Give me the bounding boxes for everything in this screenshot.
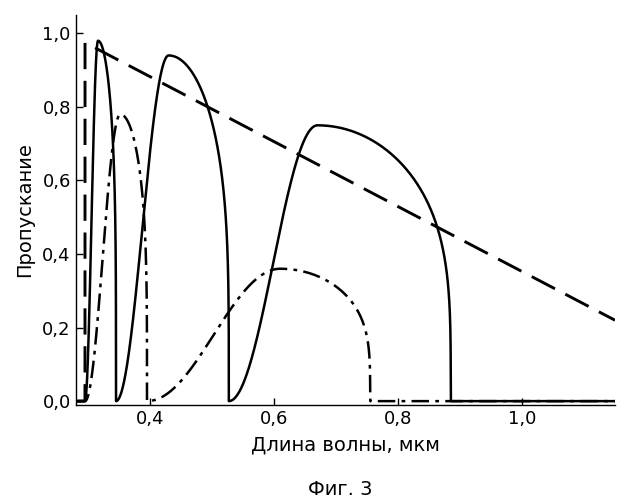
Text: Фиг. 3: Фиг. 3 <box>308 480 372 499</box>
X-axis label: Длина волны, мкм: Длина волны, мкм <box>251 436 440 455</box>
Y-axis label: Пропускание: Пропускание <box>15 142 34 278</box>
